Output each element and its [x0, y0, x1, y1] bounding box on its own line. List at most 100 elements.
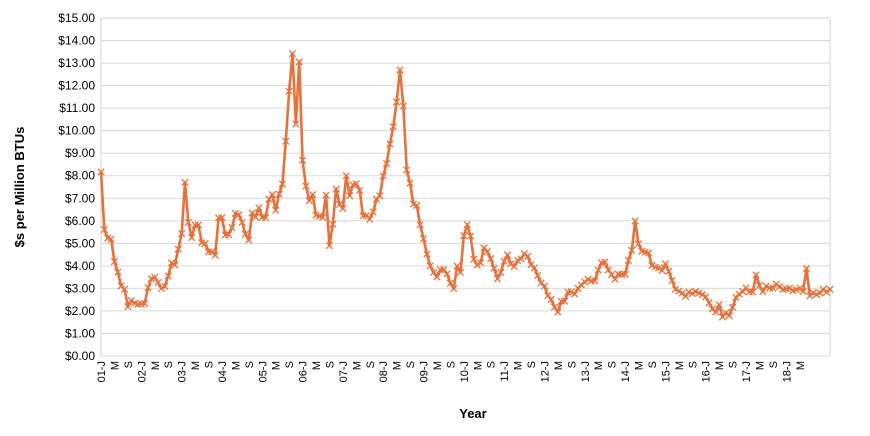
x-tick-label: S: [204, 361, 216, 368]
data-point: [483, 248, 491, 256]
data-point: [272, 206, 280, 214]
data-point: [419, 234, 428, 243]
data-point: [161, 282, 169, 291]
data-point: [406, 179, 414, 187]
data-point: [826, 285, 834, 293]
y-tick-label: $12.00: [58, 79, 95, 93]
data-point: [288, 49, 297, 58]
x-tick-label: M: [150, 361, 162, 370]
y-tick-label: $15.00: [58, 11, 95, 25]
data-point: [631, 217, 639, 225]
data-point: [681, 292, 690, 300]
x-tick-label: S: [768, 361, 780, 368]
data-point: [749, 288, 757, 296]
data-point: [171, 261, 179, 269]
x-tick-label: M: [553, 361, 565, 370]
data-point: [164, 272, 172, 280]
data-point: [295, 58, 303, 66]
data-point: [100, 225, 109, 234]
data-point: [571, 290, 579, 298]
data-point: [386, 140, 394, 148]
data-point: [356, 186, 364, 195]
x-tick-label: S: [728, 361, 740, 368]
x-tick-label: M: [271, 361, 283, 370]
data-point: [302, 182, 310, 190]
data-point: [325, 241, 334, 250]
data-point: [658, 266, 666, 275]
data-point: [718, 313, 727, 321]
data-point: [665, 267, 673, 275]
x-tick-label: 18-J: [781, 361, 793, 382]
data-point: [534, 271, 542, 280]
data-point: [503, 251, 512, 259]
data-point: [755, 281, 764, 290]
x-tick-label: 02-J: [136, 361, 148, 382]
data-point: [268, 191, 276, 199]
x-tick-label: 03-J: [177, 361, 189, 382]
data-point: [114, 268, 122, 276]
data-point: [604, 266, 612, 274]
x-tick-label: M: [755, 361, 767, 370]
data-point: [228, 223, 236, 232]
data-point: [715, 300, 723, 309]
x-tick-label: 17-J: [741, 361, 753, 382]
x-tick-label: S: [445, 361, 457, 368]
data-point: [476, 259, 485, 267]
x-tick-label: 06-J: [298, 361, 310, 382]
x-tick-label: S: [324, 361, 336, 368]
data-point: [688, 289, 696, 298]
data-point: [560, 297, 569, 305]
data-point: [154, 278, 162, 287]
data-point: [456, 268, 465, 277]
x-tick-label: M: [674, 361, 686, 370]
x-tick-label: 10-J: [459, 361, 471, 382]
y-tick-label: $2.00: [65, 304, 95, 318]
x-tick-label: 15-J: [660, 361, 672, 382]
data-point: [644, 249, 653, 257]
data-point: [188, 233, 196, 242]
data-point: [319, 213, 327, 222]
y-tick-label: $10.00: [58, 124, 95, 138]
data-point: [453, 262, 461, 270]
x-tick-label: S: [284, 361, 296, 368]
data-point: [238, 218, 246, 227]
x-tick-label: M: [472, 361, 484, 370]
x-tick-label: 05-J: [257, 361, 269, 382]
data-point: [470, 255, 478, 263]
data-point: [661, 260, 670, 268]
y-tick-label: $3.00: [65, 281, 95, 295]
data-point: [251, 213, 260, 221]
data-point: [285, 87, 293, 95]
data-point: [668, 276, 676, 285]
data-point: [174, 245, 182, 253]
y-tick-label: $4.00: [65, 259, 95, 273]
data-point: [379, 172, 387, 180]
data-point: [416, 221, 424, 229]
x-tick-label: M: [109, 361, 121, 370]
data-point: [235, 211, 243, 219]
y-tick-label: $8.00: [65, 169, 95, 183]
data-point: [124, 302, 132, 311]
data-point: [487, 254, 495, 263]
data-point: [517, 255, 525, 263]
data-point: [278, 180, 287, 188]
x-axis-title: Year: [459, 406, 486, 421]
data-point: [245, 236, 253, 244]
data-point: [634, 240, 643, 248]
data-point: [611, 275, 619, 283]
x-tick-label: S: [123, 361, 135, 368]
data-point: [624, 256, 633, 265]
data-point: [809, 289, 817, 297]
data-point: [705, 299, 713, 307]
data-point: [433, 273, 441, 281]
data-point: [728, 303, 737, 311]
data-point: [712, 308, 720, 316]
data-point: [463, 220, 471, 229]
data-point: [329, 220, 337, 228]
x-tick-label: 16-J: [701, 361, 713, 382]
y-tick-label: $9.00: [65, 146, 95, 160]
data-point: [298, 156, 307, 164]
data-point: [799, 287, 807, 296]
data-point: [403, 166, 411, 174]
x-tick-labels: 01-J M S 02-J M S 03-J M S 04-J M S 05-J M S 06-J M S 07-J…: [96, 361, 807, 382]
